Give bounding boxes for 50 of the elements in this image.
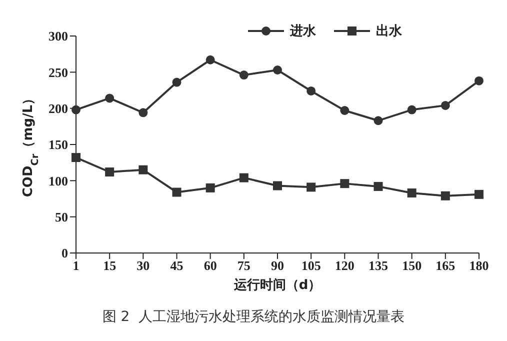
point <box>374 182 383 191</box>
x-tick-label: 180 <box>469 258 489 274</box>
y-tick-label: 250 <box>48 64 68 80</box>
point <box>72 105 80 114</box>
point <box>407 105 416 114</box>
y-tick-label: 200 <box>48 100 68 116</box>
point <box>474 190 484 199</box>
legend-label: 出水 <box>375 23 402 40</box>
x-tick-label: 60 <box>204 258 217 274</box>
point <box>206 55 215 64</box>
point <box>306 86 316 96</box>
point <box>72 153 80 162</box>
point <box>206 183 215 192</box>
x-tick-label: 45 <box>170 258 184 274</box>
x-tick-label: 105 <box>301 258 322 274</box>
point <box>105 167 114 176</box>
y-tick-label: 150 <box>48 137 68 152</box>
x-tick-label: 90 <box>271 258 284 274</box>
legend-label: 进水 <box>288 23 316 40</box>
x-tick-label: 75 <box>237 258 251 274</box>
x-axis-title: 运行时间（d） <box>232 277 322 293</box>
point <box>374 116 383 126</box>
y-tick-label: 50 <box>55 209 68 224</box>
y-tick-label: 100 <box>48 173 68 188</box>
point <box>340 179 350 188</box>
x-tick-label: 1 <box>72 258 80 274</box>
x-tick-label: 135 <box>368 258 388 274</box>
point <box>172 188 182 197</box>
point <box>474 76 484 86</box>
point <box>273 181 282 190</box>
y-tick-label: 0 <box>62 246 68 261</box>
point <box>138 165 148 174</box>
point <box>172 78 182 87</box>
x-tick-label: 150 <box>402 258 422 274</box>
point <box>105 94 114 103</box>
caption: 图 2 人工湿地污水处理系统的水质监测情况量表 <box>101 308 406 326</box>
x-tick-label: 165 <box>436 258 456 274</box>
point <box>239 173 248 182</box>
x-tick-label: 120 <box>334 258 354 274</box>
x-tick-label: 30 <box>136 258 150 274</box>
y-tick-label: 300 <box>48 28 68 44</box>
point <box>440 100 450 110</box>
point <box>440 191 450 200</box>
point <box>138 108 148 118</box>
point <box>340 106 350 116</box>
point <box>239 70 248 80</box>
x-tick-label: 15 <box>103 258 117 274</box>
point <box>306 182 316 192</box>
point <box>407 188 416 198</box>
point <box>273 65 282 74</box>
